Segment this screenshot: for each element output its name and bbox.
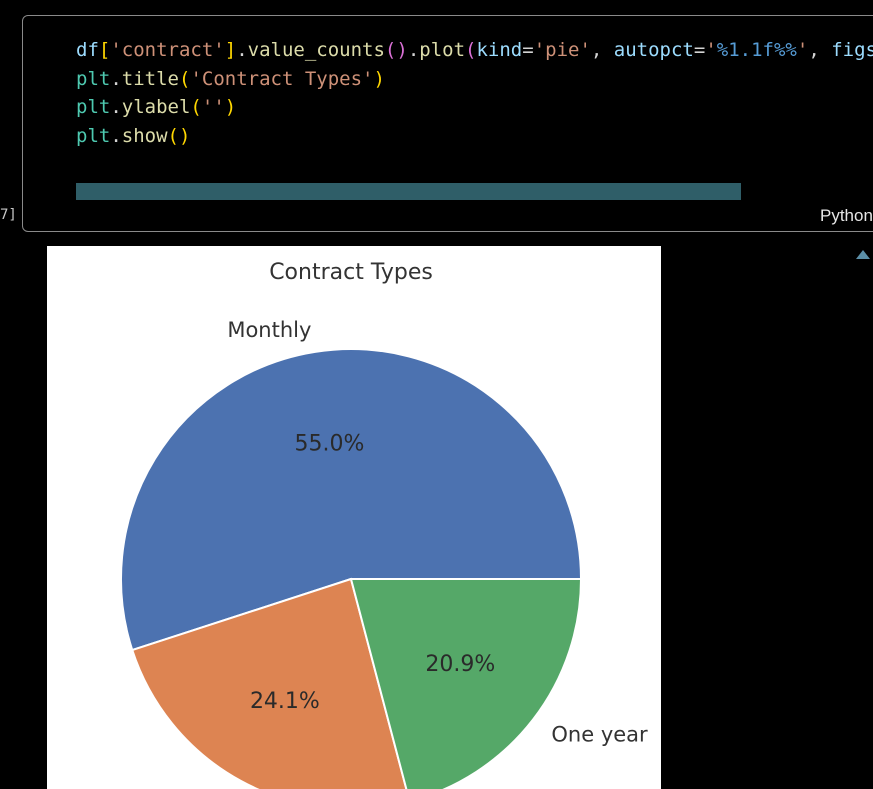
code-line[interactable]: plt.show() bbox=[76, 124, 191, 147]
pie-category-label: Monthly bbox=[227, 318, 311, 342]
code-cell[interactable]: df['contract'].value_counts().plot(kind=… bbox=[22, 15, 873, 232]
pie-category-label: One year bbox=[551, 722, 648, 746]
pie-slice bbox=[130, 577, 408, 789]
pie-pct-label: 55.0% bbox=[294, 432, 364, 457]
collapse-output-icon[interactable] bbox=[856, 250, 870, 259]
language-label[interactable]: Python bbox=[820, 206, 873, 225]
code-line[interactable]: plt.title('Contract Types') bbox=[76, 67, 385, 90]
code-editor[interactable]: df['contract'].value_counts().plot(kind=… bbox=[76, 36, 873, 150]
code-line[interactable]: df['contract'].value_counts().plot(kind=… bbox=[76, 39, 873, 61]
chart-title: Contract Types bbox=[269, 260, 433, 285]
output-chart: Contract Types 55.0% Monthly 24.1% 20.9% One … bbox=[47, 246, 661, 789]
pie-slice bbox=[349, 578, 583, 789]
pie-pct-label: 24.1% bbox=[250, 689, 320, 714]
pie-chart: Contract Types 55.0% Monthly 24.1% 20.9% One … bbox=[120, 260, 648, 789]
pie-slice bbox=[120, 348, 583, 652]
pie-pct-label: 20.9% bbox=[425, 652, 495, 677]
horizontal-scrollbar[interactable] bbox=[76, 183, 741, 200]
execution-count: 7] bbox=[0, 207, 17, 223]
code-line[interactable]: plt.ylabel('') bbox=[76, 96, 237, 118]
